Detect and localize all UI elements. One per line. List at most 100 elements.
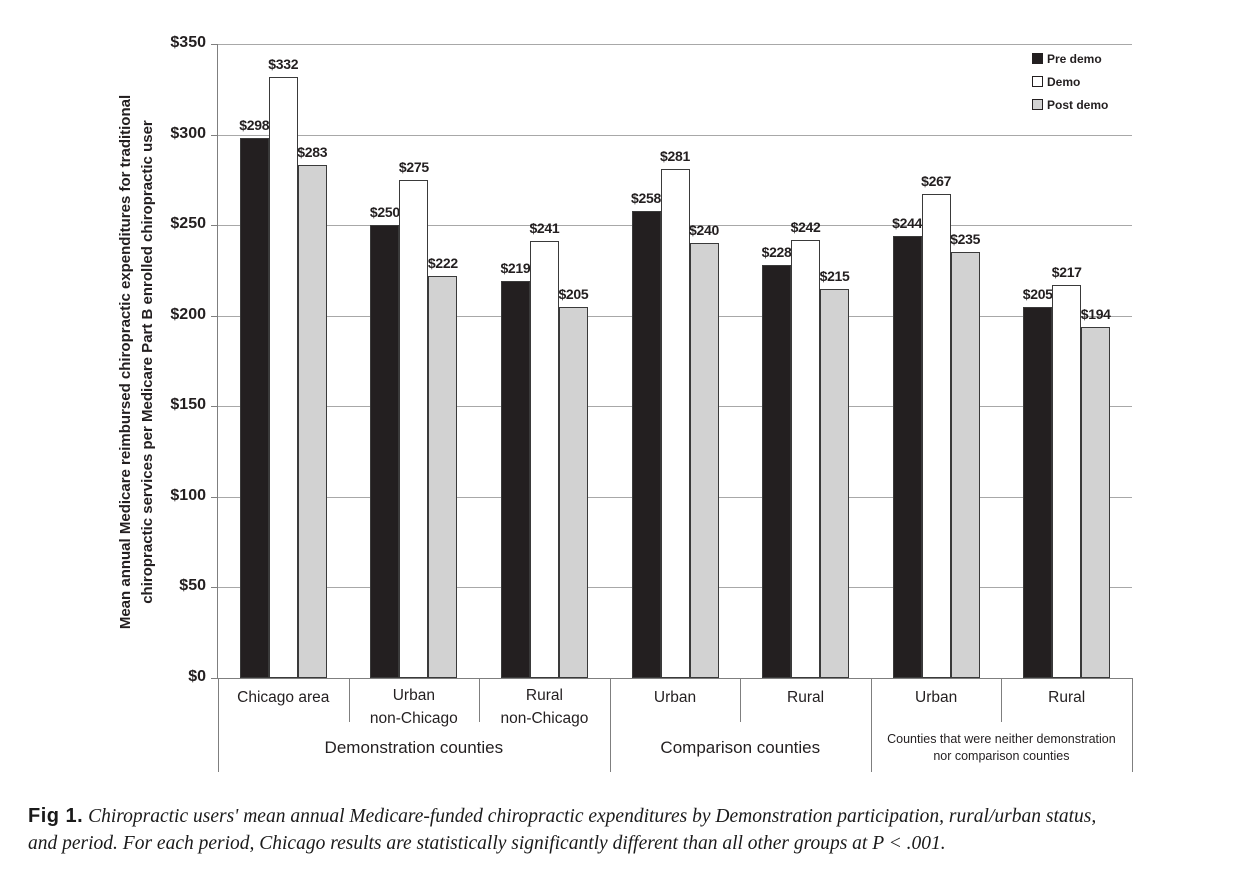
bar-post-demo xyxy=(1081,326,1111,678)
group-label-line: nor comparison counties xyxy=(933,749,1070,763)
gridline xyxy=(218,44,1132,45)
y-axis-title-line1: Mean annual Medicare reimbursed chiropra… xyxy=(117,94,134,630)
bar-value-label: $222 xyxy=(427,254,458,271)
category-divider xyxy=(1001,678,1003,722)
group-label: Demonstration counties xyxy=(218,737,610,759)
bar-pre-demo xyxy=(1023,306,1053,678)
bar-post-demo xyxy=(297,165,327,678)
category-label: Urban xyxy=(871,686,1002,709)
y-tick-mark xyxy=(211,315,218,317)
y-tick-label: $50 xyxy=(179,577,206,595)
group-label-line: Demonstration counties xyxy=(324,738,504,757)
category-label-line: Rural xyxy=(525,687,563,704)
figure-label: Fig 1. xyxy=(28,805,84,827)
bar-value-label: $244 xyxy=(892,215,923,231)
category-divider xyxy=(348,678,350,722)
y-tick-label: $250 xyxy=(170,215,206,233)
bar-demo xyxy=(921,194,951,678)
bar-value-label: $332 xyxy=(268,55,299,72)
legend-item-demo: Demo xyxy=(1032,74,1108,89)
y-tick-mark xyxy=(211,496,218,498)
caption-text-2: and period. For each period, Chicago res… xyxy=(28,833,946,854)
bar-value-label: $235 xyxy=(950,231,981,248)
y-tick-mark xyxy=(211,406,218,408)
bar-value-label: $228 xyxy=(761,243,792,260)
bar-post-demo xyxy=(820,288,850,678)
bar-demo xyxy=(268,76,298,678)
y-tick-mark xyxy=(211,587,218,589)
y-axis-line xyxy=(217,44,218,678)
category-label: Rural xyxy=(740,686,871,709)
legend-label: Demo xyxy=(1047,74,1081,89)
y-tick-label: $300 xyxy=(170,124,206,142)
bar-post-demo xyxy=(689,243,719,678)
y-tick-mark xyxy=(211,134,218,136)
bar-pre-demo xyxy=(239,138,269,678)
bar-demo xyxy=(1052,284,1082,678)
bar-value-label: $240 xyxy=(689,222,719,239)
y-tick-mark xyxy=(211,44,218,45)
bar-value-label: $215 xyxy=(819,267,850,284)
bar-demo xyxy=(399,179,429,678)
category-label: Chicago area xyxy=(218,686,349,709)
legend-item-post-demo: Post demo xyxy=(1032,98,1108,112)
bar-value-label: $219 xyxy=(500,260,531,277)
bar-value-label: $283 xyxy=(297,144,328,161)
caption-text-1: Chiropractic users' mean annual Medicare… xyxy=(88,806,1097,827)
y-tick-label: $150 xyxy=(170,396,206,414)
caption-line-2: and period. For each period, Chicago res… xyxy=(28,830,1228,857)
bar-value-label: $258 xyxy=(631,189,661,206)
bar-pre-demo xyxy=(892,236,922,678)
bar-post-demo xyxy=(558,306,588,678)
caption-line-1: Fig 1. Chiropractic users' mean annual M… xyxy=(28,803,1228,830)
legend-swatch-pre-demo-icon xyxy=(1032,53,1043,64)
bar-pre-demo xyxy=(370,225,400,678)
bar-value-label: $242 xyxy=(790,218,821,235)
bar-value-label: $281 xyxy=(660,147,690,164)
category-divider xyxy=(740,678,742,722)
category-label-line: Urban xyxy=(392,687,435,704)
gridline xyxy=(218,134,1132,136)
bar-value-label: $298 xyxy=(239,117,270,134)
legend-label: Pre demo xyxy=(1047,51,1102,66)
legend-swatch-post-demo-icon xyxy=(1032,99,1043,110)
bar-pre-demo xyxy=(762,264,792,678)
bar-value-label: $205 xyxy=(1022,285,1053,302)
bar-value-label: $217 xyxy=(1051,263,1082,280)
category-label: Urban non-Chicago xyxy=(349,684,480,730)
category-label-line: Chicago area xyxy=(237,689,330,706)
category-label-line: Urban xyxy=(653,689,697,706)
group-label-line: Comparison counties xyxy=(660,738,821,757)
bar-value-label: $241 xyxy=(529,220,560,237)
bar-post-demo xyxy=(950,252,980,678)
category-label: Rural non-Chicago xyxy=(479,684,610,730)
category-label-line: Rural xyxy=(787,689,825,706)
category-label-line: non-Chicago xyxy=(500,710,589,727)
y-tick-label: $350 xyxy=(170,34,206,51)
category-label-line: Rural xyxy=(1048,689,1086,706)
bar-pre-demo xyxy=(631,210,661,678)
group-divider xyxy=(870,678,872,772)
y-tick-label: $200 xyxy=(170,305,206,323)
category-label: Urban xyxy=(610,686,741,709)
category-label: Rural xyxy=(1001,686,1132,709)
y-tick-label: $100 xyxy=(170,486,206,504)
category-label-line: non-Chicago xyxy=(369,710,458,727)
legend-swatch-demo-icon xyxy=(1032,76,1043,87)
legend-item-pre-demo: Pre demo xyxy=(1032,51,1108,66)
figure-caption: Fig 1. Chiropractic users' mean annual M… xyxy=(28,803,1228,857)
bar-value-label: $250 xyxy=(369,204,400,221)
bar-value-label: $205 xyxy=(558,285,589,302)
group-divider xyxy=(218,678,219,772)
bar-demo xyxy=(660,168,690,678)
legend: Pre demo Demo Post demo xyxy=(1032,52,1108,121)
bar-demo xyxy=(529,241,559,678)
group-divider xyxy=(1132,678,1133,772)
y-tick-mark xyxy=(211,678,218,679)
y-tick-mark xyxy=(211,225,218,227)
y-tick-label: $0 xyxy=(188,668,206,685)
bar-pre-demo xyxy=(500,281,530,678)
bar-value-label: $194 xyxy=(1080,305,1111,322)
category-label-line: Urban xyxy=(915,689,958,706)
